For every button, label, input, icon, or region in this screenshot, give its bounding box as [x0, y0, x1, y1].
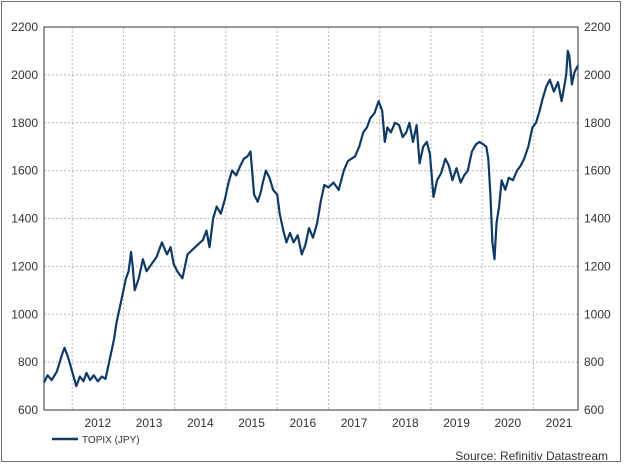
plot-area-border [43, 26, 579, 411]
x-tick-label: 2016 [289, 416, 316, 430]
y-tick-label-left: 800 [18, 355, 38, 369]
y-tick-label-left: 1000 [11, 307, 38, 321]
y-tick-label-left: 1800 [11, 116, 38, 130]
y-axis-right: 600 800 1000 1200 1400 1600 1800 2000 2200 [584, 20, 611, 417]
x-axis: 2012 2013 2014 2015 2016 2017 2018 2019 2020 2021 [84, 416, 572, 430]
y-tick-label-left: 1400 [11, 212, 38, 226]
y-tick-label-right: 600 [584, 403, 604, 417]
source-note: Source: Refinitiv Datastream [455, 449, 608, 463]
y-tick-label-right: 1400 [584, 212, 611, 226]
y-tick-label-right: 1200 [584, 259, 611, 273]
x-tick-label: 2020 [494, 416, 521, 430]
x-tick-label: 2015 [238, 416, 265, 430]
y-tick-label-right: 1000 [584, 307, 611, 321]
x-tick-label: 2019 [443, 416, 470, 430]
x-tick-label: 2018 [392, 416, 419, 430]
y-tick-label-left: 2200 [11, 20, 38, 34]
y-tick-label-left: 600 [18, 403, 38, 417]
y-tick-label-left: 2000 [11, 68, 38, 82]
y-tick-label-left: 1200 [11, 259, 38, 273]
x-tick-label: 2012 [84, 416, 111, 430]
y-tick-label-right: 2200 [584, 20, 611, 34]
x-tick-label: 2014 [187, 416, 214, 430]
y-tick-label-right: 1600 [584, 164, 611, 178]
y-tick-label-left: 1600 [11, 164, 38, 178]
y-tick-label-right: 1800 [584, 116, 611, 130]
x-tick-label: 2013 [136, 416, 163, 430]
x-tick-label: 2021 [546, 416, 573, 430]
y-tick-label-right: 2000 [584, 68, 611, 82]
legend-label: TOPIX (JPY) [82, 435, 140, 446]
x-tick-label: 2017 [341, 416, 368, 430]
y-tick-label-right: 800 [584, 355, 604, 369]
series-line-topix [43, 49, 579, 388]
y-axis-left: 600 800 1000 1200 1400 1600 1800 2000 2200 [11, 20, 38, 417]
